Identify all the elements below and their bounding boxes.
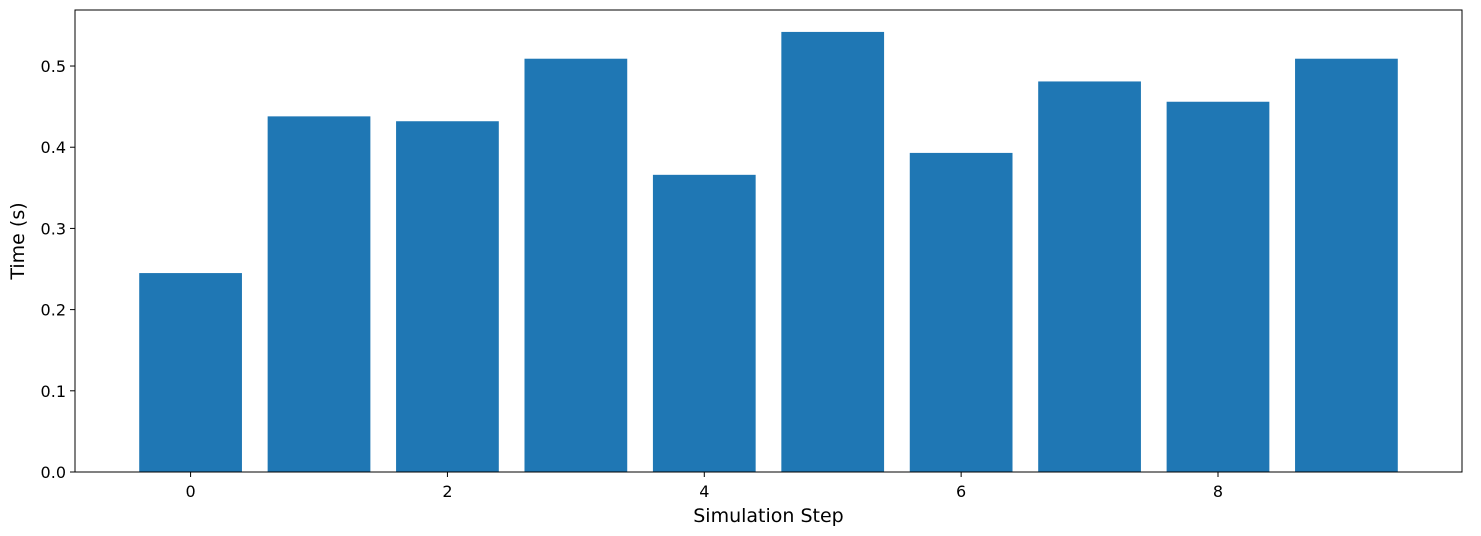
bar-step-1 xyxy=(267,116,371,473)
y-axis-ticks: 0.0 0.1 0.2 0.3 0.4 0.5 xyxy=(41,57,75,482)
y-tick-label: 0.5 xyxy=(41,57,66,76)
y-tick-label: 0.4 xyxy=(41,138,66,157)
bar-step-3 xyxy=(524,58,628,473)
x-tick-label: 8 xyxy=(1213,482,1223,501)
x-tick-label: 0 xyxy=(185,482,195,501)
y-axis-label: Time (s) xyxy=(7,202,29,280)
x-tick-label: 4 xyxy=(699,482,709,501)
x-axis-label: Simulation Step xyxy=(693,505,844,527)
bar-step-5 xyxy=(781,31,885,473)
bar-step-4 xyxy=(652,174,756,473)
bar-step-8 xyxy=(1166,101,1270,473)
x-axis-ticks: 0 2 4 6 8 xyxy=(185,472,1223,501)
y-tick-label: 0.1 xyxy=(41,382,66,401)
y-tick-label: 0.0 xyxy=(41,463,66,482)
x-tick-label: 6 xyxy=(956,482,966,501)
y-tick-label: 0.3 xyxy=(41,219,66,238)
bar-step-2 xyxy=(396,121,499,473)
bar-step-6 xyxy=(909,152,1013,473)
bar-step-0 xyxy=(139,273,242,472)
bar-step-9 xyxy=(1295,58,1398,473)
bars-group xyxy=(139,31,1398,473)
y-tick-label: 0.2 xyxy=(41,301,66,320)
plot-frame xyxy=(74,9,1463,473)
x-tick-label: 2 xyxy=(442,482,452,501)
bar-step-7 xyxy=(1038,81,1141,473)
